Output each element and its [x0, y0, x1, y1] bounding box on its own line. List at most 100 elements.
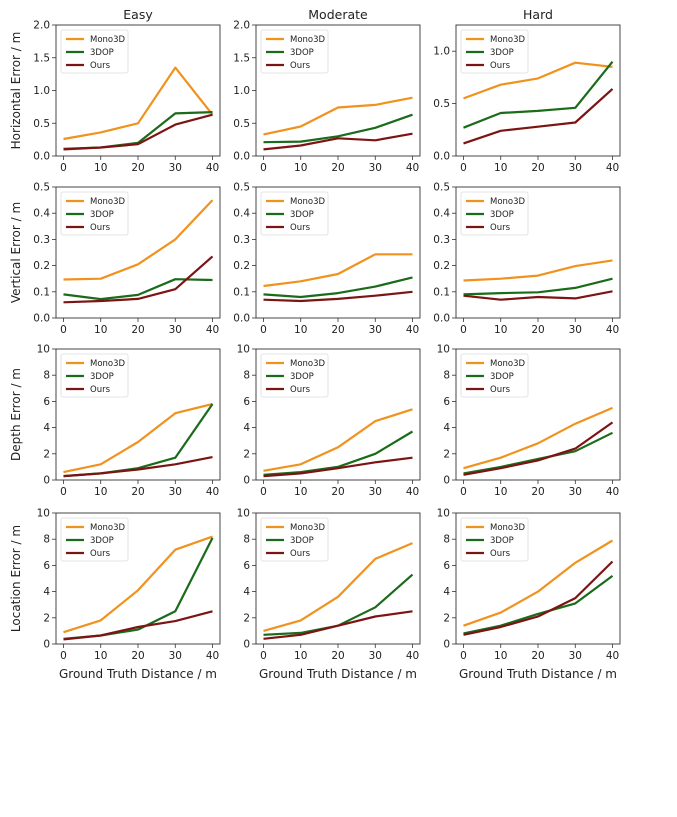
x-tick-label: 40: [206, 162, 219, 174]
y-tick-label: 0.0: [433, 151, 450, 163]
column-title: Hard: [523, 7, 553, 22]
y-tick-label: 1.5: [33, 52, 50, 64]
x-tick-label: 20: [131, 162, 144, 174]
series-line-mono3d: [263, 542, 413, 632]
y-tick-label: 2: [43, 612, 50, 624]
series-line-3dop: [263, 276, 413, 299]
legend-label: 3DOP: [90, 536, 114, 546]
x-tick-label: 10: [94, 486, 107, 498]
x-tick-label: 10: [494, 486, 507, 498]
y-tick-label: 2: [243, 612, 250, 624]
x-tick-label: 30: [169, 162, 182, 174]
series-line-ours: [263, 132, 413, 151]
y-tick-label: 6: [243, 396, 250, 408]
y-tick-label: 8: [243, 370, 250, 382]
x-tick-label: 20: [531, 162, 544, 174]
y-tick-label: 1.0: [433, 46, 450, 58]
series-line-mono3d: [463, 61, 613, 100]
x-tick-label: 10: [494, 162, 507, 174]
series-line-3dop: [263, 113, 413, 144]
column-title: Moderate: [308, 7, 368, 22]
legend-box: [260, 353, 329, 398]
x-tick-label: 40: [606, 650, 619, 662]
legend-label: 3DOP: [290, 536, 314, 546]
x-tick-label: 40: [606, 162, 619, 174]
legend-box: [460, 29, 529, 74]
legend-label: Mono3D: [90, 35, 126, 45]
legend-label: Mono3D: [90, 523, 126, 533]
series-line-mono3d: [263, 253, 413, 288]
legend-label: Ours: [90, 223, 111, 233]
x-tick-label: 20: [131, 486, 144, 498]
y-tick-label: 2: [443, 612, 450, 624]
series-line-ours: [263, 610, 413, 640]
legend-label: 3DOP: [90, 372, 114, 382]
y-tick-label: 0: [43, 475, 50, 487]
legend-label: Mono3D: [490, 359, 526, 369]
x-tick-label: 10: [294, 162, 307, 174]
y-tick-label: 8: [43, 370, 50, 382]
x-tick-label: 40: [406, 324, 419, 336]
legend-label: Ours: [290, 385, 311, 395]
legend-label: Ours: [290, 61, 311, 71]
x-tick-label: 0: [60, 650, 67, 662]
x-tick-label: 30: [569, 650, 582, 662]
x-tick-label: 20: [131, 650, 144, 662]
x-tick-label: 20: [531, 650, 544, 662]
x-tick-label: 40: [606, 324, 619, 336]
legend-box: [460, 191, 529, 236]
y-tick-label: 0.0: [33, 313, 50, 325]
x-tick-label: 0: [60, 486, 67, 498]
y-tick-label: 0: [243, 639, 250, 651]
legend-box: [60, 29, 129, 74]
series-line-3dop: [63, 403, 214, 478]
y-axis-label: Vertical Error / m: [9, 202, 23, 303]
legend-label: Mono3D: [90, 359, 126, 369]
y-tick-label: 6: [43, 560, 50, 572]
series-line-3dop: [463, 575, 614, 635]
legend-box: [460, 517, 529, 562]
legend-box: [460, 353, 529, 398]
series-line-3dop: [463, 431, 613, 475]
x-tick-label: 30: [569, 486, 582, 498]
legend-label: 3DOP: [290, 210, 314, 220]
y-tick-label: 0.5: [233, 182, 250, 194]
x-tick-label: 30: [369, 324, 382, 336]
legend-label: Ours: [90, 385, 111, 395]
legend-label: 3DOP: [490, 536, 514, 546]
series-line-ours: [63, 610, 213, 641]
legend-label: Ours: [290, 549, 311, 559]
legend-box: [60, 517, 129, 562]
legend-label: Ours: [490, 61, 511, 71]
y-tick-label: 10: [237, 508, 250, 520]
legend-label: Mono3D: [490, 197, 526, 207]
series-line-3dop: [463, 277, 613, 296]
y-tick-label: 0.5: [433, 182, 450, 194]
legend-label: Mono3D: [290, 359, 326, 369]
y-tick-label: 0.2: [233, 260, 250, 272]
column-title: Easy: [123, 7, 153, 22]
series-line-3dop: [63, 278, 213, 301]
series-line-ours: [463, 421, 614, 476]
y-tick-label: 2.0: [233, 20, 250, 32]
x-tick-label: 30: [369, 162, 382, 174]
series-line-ours: [463, 88, 614, 145]
x-tick-label: 10: [294, 486, 307, 498]
y-tick-label: 0.5: [233, 118, 250, 130]
y-tick-label: 0.3: [233, 234, 250, 246]
legend-label: 3DOP: [290, 48, 314, 58]
y-tick-label: 2: [443, 448, 450, 460]
y-tick-label: 8: [243, 534, 250, 546]
x-tick-label: 10: [494, 650, 507, 662]
y-tick-label: 0.0: [233, 313, 250, 325]
legend-label: Ours: [490, 385, 511, 395]
y-tick-label: 0.4: [433, 208, 450, 220]
y-tick-label: 10: [237, 344, 250, 356]
x-tick-label: 30: [369, 650, 382, 662]
x-tick-label: 10: [294, 324, 307, 336]
y-axis-label: Horizontal Error / m: [9, 32, 23, 150]
y-tick-label: 8: [443, 534, 450, 546]
x-tick-label: 0: [60, 324, 67, 336]
y-tick-label: 0: [443, 639, 450, 651]
